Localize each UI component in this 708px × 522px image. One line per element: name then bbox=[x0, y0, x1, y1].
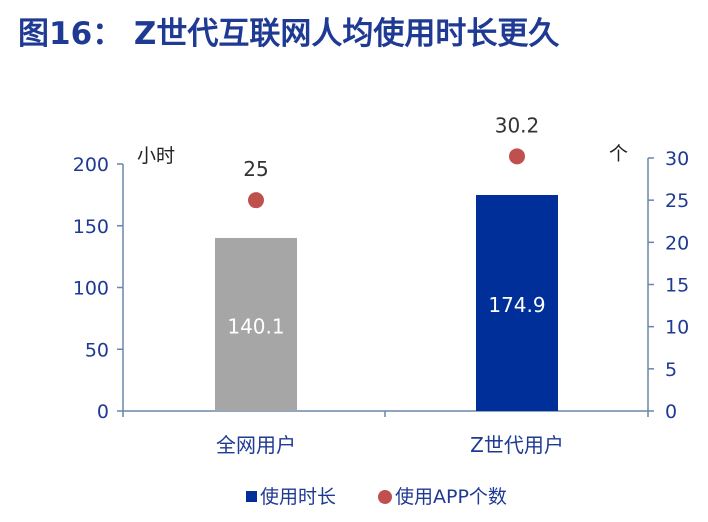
left-axis-unit: 小时 bbox=[137, 145, 175, 167]
right-tick-label: 25 bbox=[665, 190, 689, 212]
left-y-axis: 0 50 100 150 200 小时 bbox=[73, 145, 649, 423]
legend-point-swatch bbox=[378, 490, 392, 504]
right-tick-label: 30 bbox=[665, 148, 689, 170]
right-tick-label: 15 bbox=[665, 275, 689, 297]
legend-bar-label: 使用时长 bbox=[260, 486, 336, 508]
right-axis-unit: 个 bbox=[609, 143, 628, 165]
right-tick-label: 0 bbox=[665, 401, 677, 423]
bar-value-label: 174.9 bbox=[488, 293, 545, 317]
left-tick-label: 100 bbox=[73, 278, 109, 300]
left-tick-label: 150 bbox=[73, 216, 109, 238]
left-tick-label: 50 bbox=[85, 339, 109, 361]
chart-title: 图16： Z世代互联网人均使用时长更久 bbox=[18, 16, 560, 52]
bar bbox=[476, 194, 558, 411]
bar-value-label: 140.1 bbox=[227, 314, 284, 338]
point bbox=[248, 192, 264, 209]
category-label: Z世代用户 bbox=[470, 433, 564, 457]
category-labels: 全网用户 Z世代用户 bbox=[216, 433, 564, 457]
point bbox=[509, 148, 525, 165]
left-tick-label: 0 bbox=[97, 401, 109, 423]
right-y-axis: 0 5 10 15 20 25 30 个 bbox=[609, 143, 689, 423]
right-tick-label: 5 bbox=[665, 359, 677, 381]
points: 25 30.2 bbox=[243, 113, 540, 209]
left-tick-label: 200 bbox=[73, 154, 109, 176]
legend: 使用时长 使用APP个数 bbox=[246, 486, 507, 508]
legend-point-label: 使用APP个数 bbox=[395, 486, 507, 508]
bar bbox=[215, 237, 297, 411]
legend-bar-swatch bbox=[246, 491, 257, 502]
point-value-label: 30.2 bbox=[495, 113, 540, 137]
point-value-label: 25 bbox=[243, 157, 268, 181]
right-tick-label: 20 bbox=[665, 232, 689, 254]
category-label: 全网用户 bbox=[216, 433, 296, 457]
bars: 140.1 174.9 bbox=[215, 194, 558, 411]
right-tick-label: 10 bbox=[665, 317, 689, 339]
